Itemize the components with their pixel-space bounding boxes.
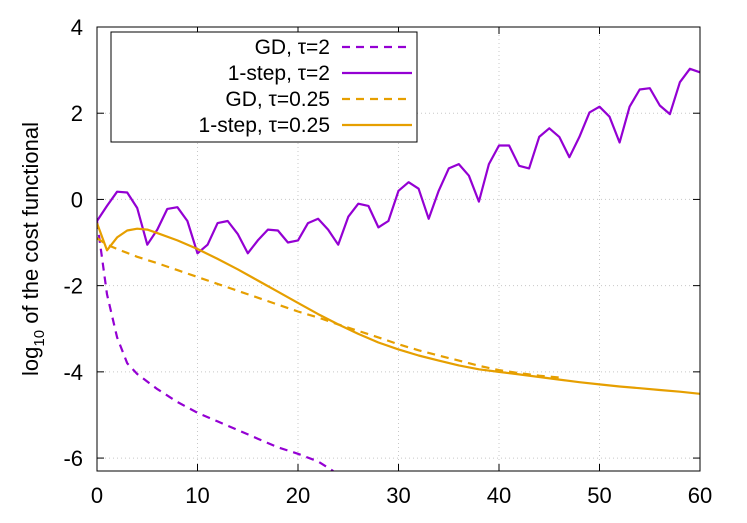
y-axis-title-subscript: 10 bbox=[31, 330, 48, 347]
y-tick-label: 0 bbox=[71, 187, 83, 212]
x-tick-label: 0 bbox=[91, 483, 103, 508]
y-tick-label: 4 bbox=[71, 15, 83, 40]
legend-label-4: 1-step, τ=0.25 bbox=[199, 114, 330, 137]
legend-label-2: 1-step, τ=2 bbox=[228, 62, 330, 85]
y-axis-title: log10 of the cost functional bbox=[18, 122, 48, 376]
series-line-4 bbox=[97, 222, 700, 395]
x-tick-label: 60 bbox=[688, 483, 712, 508]
y-tick-label: 2 bbox=[71, 101, 83, 126]
x-tick-label: 30 bbox=[386, 483, 410, 508]
x-tick-label: 50 bbox=[587, 483, 611, 508]
y-axis-title-rest: of the cost functional bbox=[18, 122, 43, 330]
x-tick-label: 40 bbox=[487, 483, 511, 508]
y-tick-label: -2 bbox=[63, 274, 83, 299]
y-tick-label: -4 bbox=[63, 360, 83, 385]
legend-box bbox=[110, 31, 418, 143]
legend-label-1: GD, τ=2 bbox=[255, 36, 330, 59]
series-group bbox=[97, 67, 700, 471]
x-tick-label: 10 bbox=[185, 483, 209, 508]
legend: GD, τ=2 1-step, τ=2 GD, τ=0.25 1-step, τ=0.… bbox=[110, 31, 418, 143]
y-axis-title-log: log bbox=[18, 347, 43, 376]
series-line-1 bbox=[97, 220, 334, 471]
series-line-2 bbox=[97, 67, 700, 255]
x-tick-label: 20 bbox=[286, 483, 310, 508]
y-tick-label: -6 bbox=[63, 446, 83, 471]
legend-label-3: GD, τ=0.25 bbox=[225, 88, 330, 111]
axis-ticks: 0 10 20 30 40 50 60 -6 -4 -2 0 2 4 bbox=[63, 15, 712, 508]
y-axis-title-text: log10 of the cost functional bbox=[18, 122, 48, 376]
